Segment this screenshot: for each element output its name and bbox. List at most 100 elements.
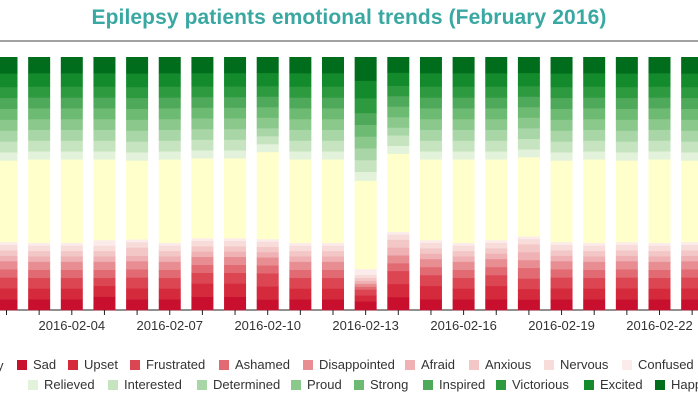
bar-segment-relieved [60,151,83,160]
bar-segment-anxious [550,250,573,256]
bar-segment-nervous [60,245,83,252]
bar-segment-relieved [583,151,606,160]
bar-segment-happy [583,57,606,74]
bar-segment-proud [93,118,116,130]
bar-segment-afraid [681,255,698,262]
bar-segment-afraid [126,255,149,262]
bar-segment-frustrated [126,277,149,289]
bar-segment-nervous [354,274,377,278]
bar-segment-inspired [517,96,540,108]
bar-segment-anxious [224,246,247,252]
bar-segment-inspired [60,97,83,109]
bar-segment-interested [60,140,83,152]
bar-segment-ashamed [93,269,116,278]
x-tick-label: 2016-02-22 [626,318,693,333]
bar-segment-inspired [191,96,214,108]
bar-segment-determined [354,148,377,161]
legend-label-disappointed: Disappointed [319,357,395,372]
bar-segment-relieved [354,171,377,181]
bar-segment-interested [681,141,698,153]
bar-segment-interested [126,141,149,153]
bar-segment-excited [517,72,540,87]
bar-segment-ashamed [158,269,181,278]
bar-segment-relieved [158,151,181,160]
bar-segment-happy [0,57,18,74]
bar-segment-inspired [452,97,475,109]
bar-segment-afraid [191,251,214,258]
legend-label-excited: Excited [600,377,643,392]
bar-segment-confused [517,236,540,240]
bar-segment-confused [0,241,18,246]
legend-label-inspired: Inspired [439,377,486,392]
bar-segment-nervous [322,245,344,252]
bar-segment-determined [387,127,410,136]
legend-label-confused: Confused [638,357,694,372]
bar-segment-excited [419,73,442,87]
bar-segment-relieved [485,151,508,160]
bar-segment-victorious [354,98,377,114]
bar-segment-frustrated [648,277,671,289]
legend-swatch-anxious [469,360,479,370]
bar-segment-nervous [93,245,116,252]
bar-segment-relieved [419,151,442,160]
bar-segment-interested [93,140,116,152]
legend-swatch-frustrated [130,360,140,370]
bar-segment-nervous [126,241,149,248]
bar-segment-calm [681,160,698,243]
bar-segment-happy [354,57,377,81]
bar-segment-sad [93,296,116,311]
bar-segment-excited [93,73,116,87]
bar-segment-calm [191,158,214,239]
bar-segment-calm [387,153,410,233]
bar-segment-relieved [550,152,573,161]
bar-segment-confused [191,238,214,242]
bar-segment-afraid [387,247,410,256]
bar-segment-calm [0,160,18,243]
bar-segment-happy [28,57,51,74]
chart-title: Epilepsy patients emotional trends (Febr… [91,6,607,29]
bar-segment-proud [126,119,149,131]
bar-segment-relieved [681,152,698,161]
bar-segment-victorious [419,86,442,98]
bar-segment-sad [387,296,410,311]
bar-segment-interested [550,141,573,153]
legend-swatch-excited [584,380,594,390]
legend-swatch-strong [354,380,364,390]
bar-segment-inspired [615,97,638,109]
bar-segment-anxious [681,250,698,256]
bar-segment-victorious [681,86,698,99]
bar-segment-victorious [648,86,671,98]
bar-segment-sad [289,299,312,311]
bar-segment-happy [387,57,410,73]
bar-segment-ashamed [681,269,698,278]
bar-segment-calm [354,180,377,270]
bar-segment-excited [452,73,475,87]
bar-segment-sad [452,299,475,311]
bar-segment-happy [158,57,181,74]
bar-segment-anxious [452,250,475,257]
bar-segment-strong [28,108,51,120]
bar-segment-frustrated [550,277,573,289]
legend-swatch-nervous [544,360,554,370]
bar-segment-happy [60,57,83,74]
bar-segment-proud [648,118,671,130]
bar-segment-strong [648,108,671,120]
bar-segment-ashamed [224,264,247,274]
bar-segment-interested [322,140,344,152]
bar-segment-determined [0,130,18,142]
bar-segment-confused [648,242,671,246]
bar-segment-upset [550,288,573,300]
bar-segment-determined [93,129,116,141]
x-tick-label: 2016-02-13 [332,318,399,333]
bar-segment-happy [191,57,214,74]
bar-segment-frustrated [615,277,638,289]
bar-segment-excited [126,73,149,88]
bar-segment-excited [28,73,51,87]
bar-segment-anxious [485,248,508,254]
bar-segment-afraid [289,256,312,262]
legend-swatch-victorious [496,380,506,390]
bar-segment-victorious [615,86,638,99]
bar-segment-frustrated [289,277,312,289]
x-tick-label: 2016-02-16 [430,318,497,333]
